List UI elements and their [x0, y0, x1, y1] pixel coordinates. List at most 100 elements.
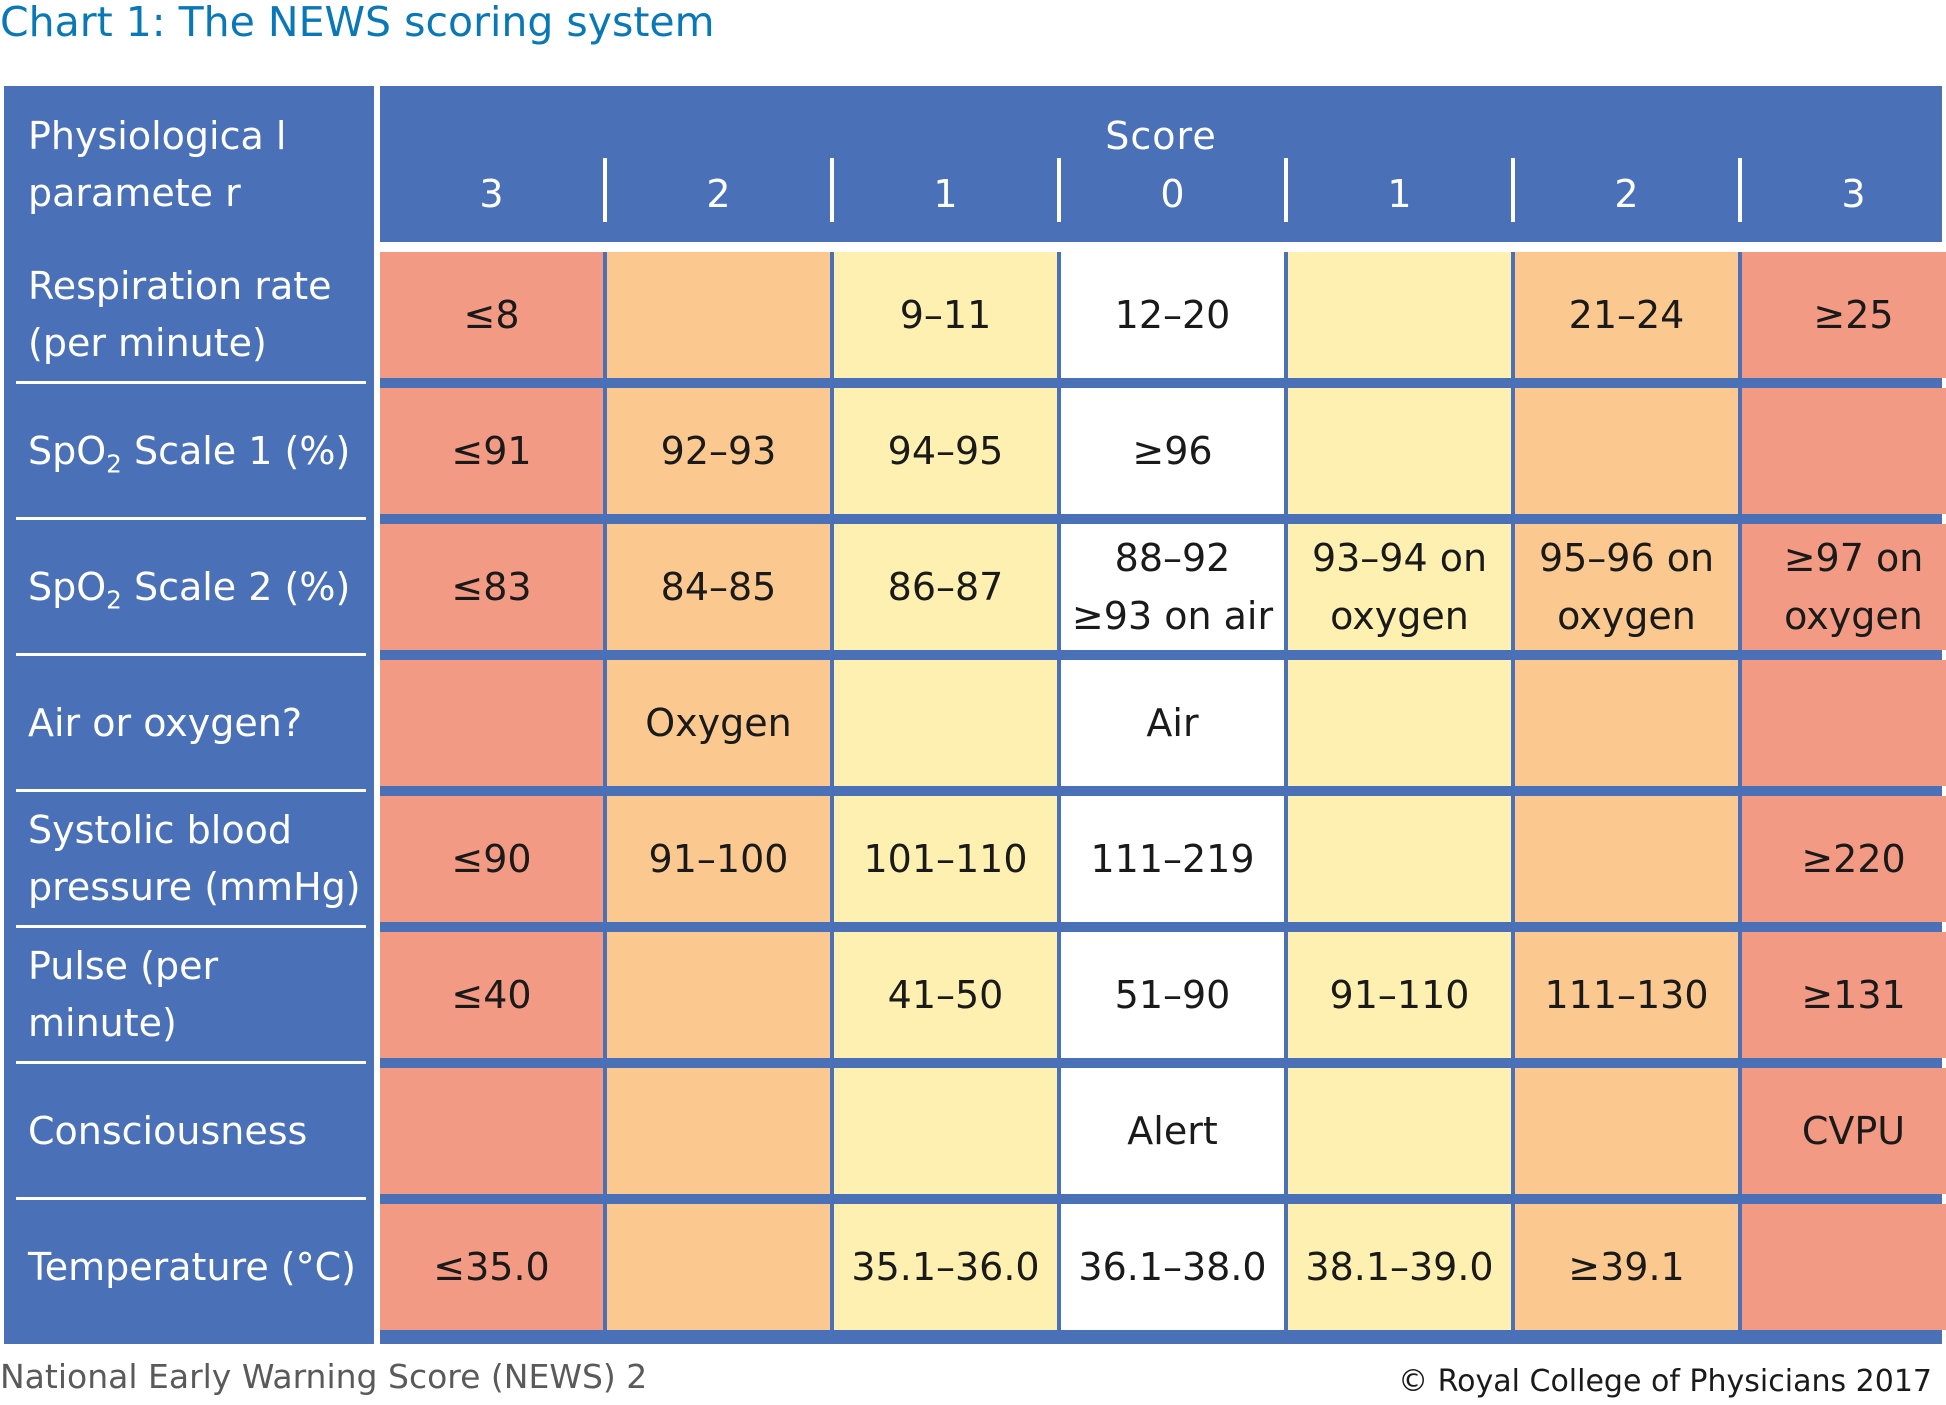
score-cell [1288, 1068, 1511, 1194]
parameter-label: Pulse (per minute) [28, 944, 219, 1045]
column-divider [374, 86, 380, 1344]
footer-source: National Early Warning Score (NEWS) 2 [0, 1357, 648, 1396]
header-divider [380, 242, 1942, 252]
score-header-value: 1 [933, 172, 958, 216]
score-column-gap [1511, 252, 1515, 1344]
score-cell [607, 252, 830, 378]
score-cell: 92–93 [607, 388, 830, 514]
score-cell: 88–92 ≥93 on air [1061, 524, 1284, 650]
score-cell: 36.1–38.0 [1061, 1204, 1284, 1330]
score-cell: Oxygen [607, 660, 830, 786]
score-header-value: 0 [1160, 172, 1185, 216]
score-cell [1515, 660, 1738, 786]
score-cell [380, 660, 603, 786]
score-cell: ≥25 [1742, 252, 1946, 378]
parameter-separator [16, 1061, 366, 1064]
score-header-divider [1738, 158, 1742, 222]
score-header-value: 2 [1614, 172, 1639, 216]
parameter-separator [16, 789, 366, 792]
score-cell: 51–90 [1061, 932, 1284, 1058]
score-cell: 91–100 [607, 796, 830, 922]
page-title: Chart 1: The NEWS scoring system [0, 0, 715, 46]
parameter-label: Air or oxygen? [28, 700, 303, 745]
score-cell: 95–96 on oxygen [1515, 524, 1738, 650]
score-cell: 111–219 [1061, 796, 1284, 922]
score-header [380, 86, 1942, 242]
score-cell [607, 1068, 830, 1194]
score-cell: 91–110 [1288, 932, 1511, 1058]
score-cell: ≤35.0 [380, 1204, 603, 1330]
score-cell [834, 660, 1057, 786]
score-header-divider [603, 158, 607, 222]
score-cell: 38.1–39.0 [1288, 1204, 1511, 1330]
score-header-divider [830, 158, 834, 222]
score-cell: 84–85 [607, 524, 830, 650]
score-cell: 41–50 [834, 932, 1057, 1058]
score-header-value: 3 [479, 172, 504, 216]
score-cell: 12–20 [1061, 252, 1284, 378]
score-cell [1742, 388, 1946, 514]
parameter-label: Respiration rate (per minute) [28, 264, 332, 365]
score-cell: ≥97 on oxygen [1742, 524, 1946, 650]
score-cell: 101–110 [834, 796, 1057, 922]
parameter-separator [16, 653, 366, 656]
score-cell: ≥96 [1061, 388, 1284, 514]
score-cell [607, 1204, 830, 1330]
score-cell [1288, 252, 1511, 378]
score-cell: ≤8 [380, 252, 603, 378]
parameter-label: SpO2 Scale 2 (%) [28, 564, 351, 615]
parameter-header-line1: Physiologica l [28, 114, 287, 158]
parameter-header: Physiologica l paramete r [28, 108, 368, 222]
score-cell: 94–95 [834, 388, 1057, 514]
score-cell [1288, 796, 1511, 922]
score-cell: Alert [1061, 1068, 1284, 1194]
score-cell: 9–11 [834, 252, 1057, 378]
score-column-gap [830, 252, 834, 1344]
score-cell [380, 1068, 603, 1194]
score-cell: ≤90 [380, 796, 603, 922]
score-cell [607, 932, 830, 1058]
score-column-gap [1057, 252, 1061, 1344]
parameter-header-line2: paramete r [28, 171, 241, 215]
score-header-divider [1511, 158, 1515, 222]
score-header-value: 3 [1841, 172, 1866, 216]
parameter-separator [16, 1197, 366, 1200]
score-cell: 21–24 [1515, 252, 1738, 378]
parameter-separator [16, 925, 366, 928]
score-cell [1515, 796, 1738, 922]
score-header-divider [1284, 158, 1288, 222]
parameter-label: SpO2 Scale 1 (%) [28, 428, 351, 479]
parameter-label: Temperature (°C) [28, 1244, 356, 1289]
score-cell: CVPU [1742, 1068, 1946, 1194]
score-column-gap [1738, 252, 1742, 1344]
score-cell: ≤83 [380, 524, 603, 650]
news-scoring-table: Physiologica l paramete r Score 3 2 1 0 1 2 3 R… [4, 86, 1946, 1344]
score-cell: ≤40 [380, 932, 603, 1058]
score-cell [1515, 388, 1738, 514]
score-cell [1742, 1204, 1946, 1330]
parameter-label: Consciousness [28, 1108, 308, 1153]
parameter-column: Physiologica l paramete r [4, 86, 374, 1344]
score-header-label: Score [1105, 114, 1217, 158]
score-cell [1515, 1068, 1738, 1194]
score-cell: ≥131 [1742, 932, 1946, 1058]
parameter-separator [16, 381, 366, 384]
score-cell: 35.1–36.0 [834, 1204, 1057, 1330]
score-cell: Air [1061, 660, 1284, 786]
score-cell: 93–94 on oxygen [1288, 524, 1511, 650]
footer-copyright: © Royal College of Physicians 2017 [1398, 1364, 1932, 1399]
score-cell [1288, 660, 1511, 786]
score-cell: ≥220 [1742, 796, 1946, 922]
score-header-divider [1057, 158, 1061, 222]
score-cell [1742, 660, 1946, 786]
score-header-value: 1 [1387, 172, 1412, 216]
score-cell: ≤91 [380, 388, 603, 514]
score-cell: ≥39.1 [1515, 1204, 1738, 1330]
score-cell: 111–130 [1515, 932, 1738, 1058]
parameter-label: Systolic blood pressure (mmHg) [28, 808, 361, 909]
score-header-value: 2 [706, 172, 731, 216]
score-cell [834, 1068, 1057, 1194]
score-cell [1288, 388, 1511, 514]
score-column-gap [603, 252, 607, 1344]
score-cell: 86–87 [834, 524, 1057, 650]
